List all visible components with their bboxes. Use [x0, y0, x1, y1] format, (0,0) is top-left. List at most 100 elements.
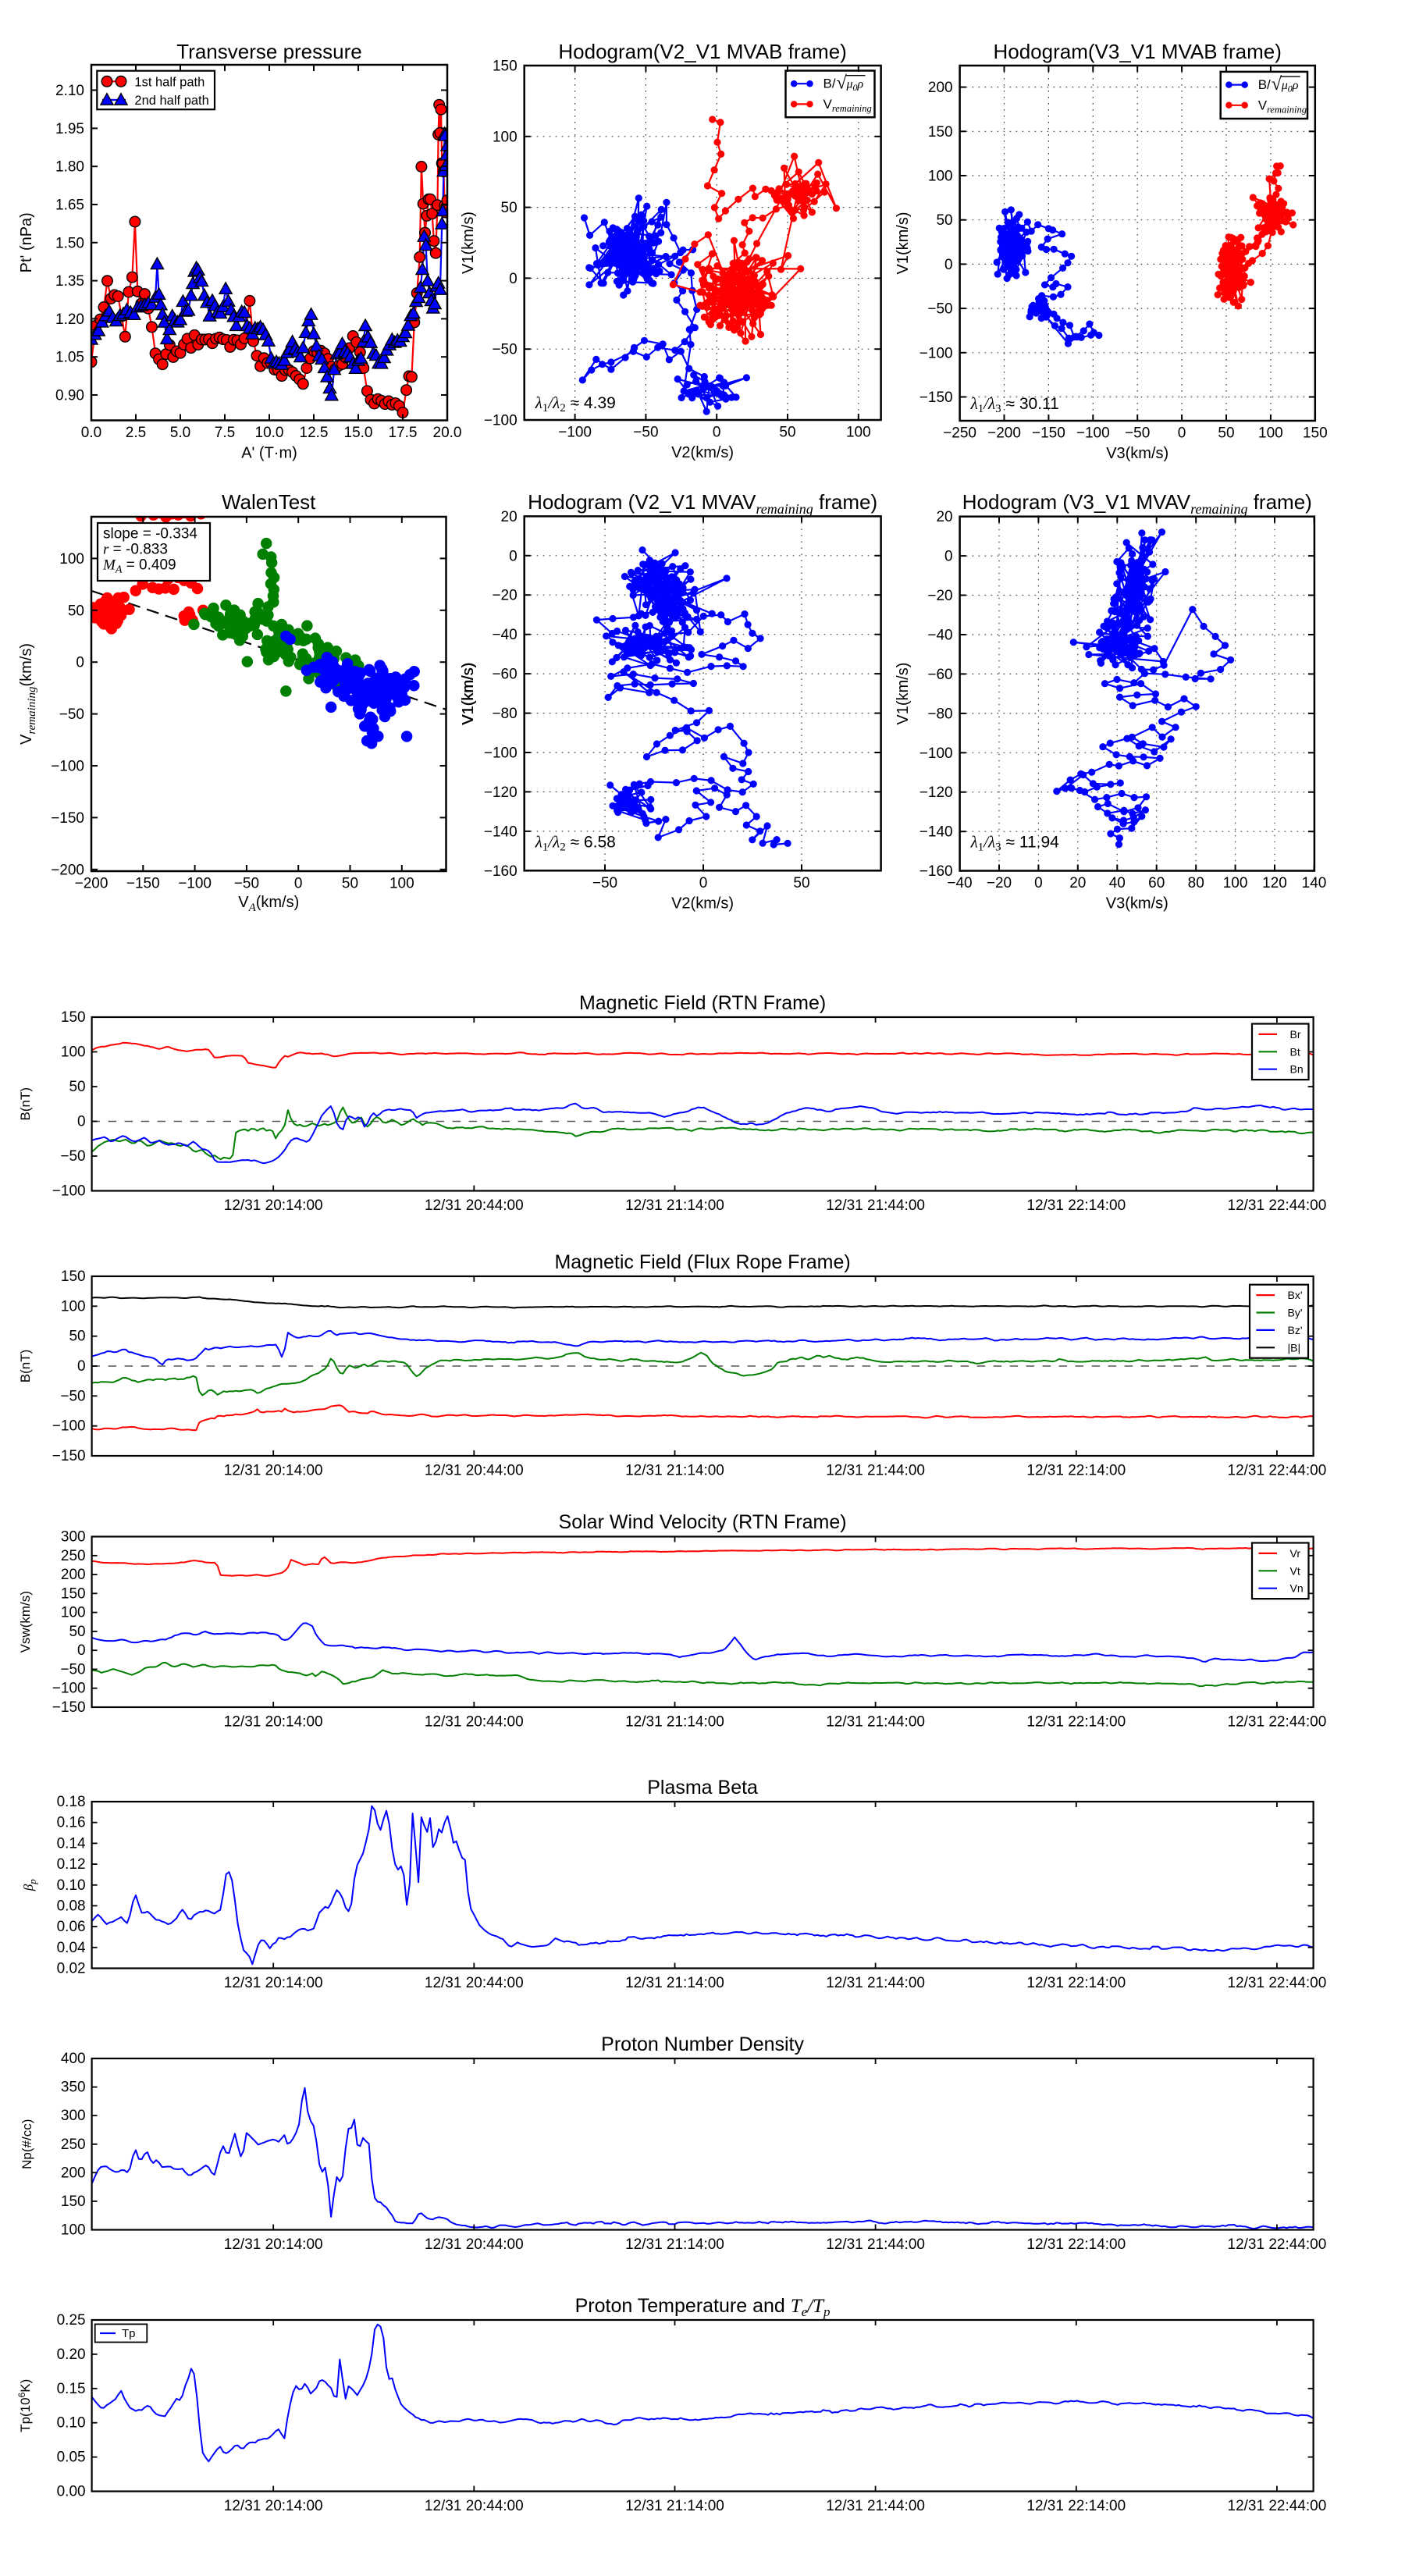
svg-text:0: 0: [1034, 875, 1043, 891]
svg-text:200: 200: [61, 1567, 86, 1583]
svg-text:12/31 21:44:00: 12/31 21:44:00: [826, 1463, 925, 1479]
svg-text:12/31 20:44:00: 12/31 20:44:00: [425, 2236, 524, 2253]
svg-text:Bx': Bx': [1288, 1289, 1303, 1301]
svg-text:12/31 21:44:00: 12/31 21:44:00: [826, 1714, 925, 1731]
svg-text:−200: −200: [987, 425, 1021, 442]
svg-text:400: 400: [61, 2051, 86, 2067]
svg-text:100: 100: [846, 425, 871, 441]
svg-text:−140: −140: [484, 824, 518, 840]
svg-text:50: 50: [68, 603, 84, 619]
svg-text:12/31 22:44:00: 12/31 22:44:00: [1228, 2236, 1327, 2253]
svg-text:150: 150: [61, 2194, 86, 2210]
svg-text:12/31 22:14:00: 12/31 22:14:00: [1026, 1714, 1126, 1731]
svg-text:12/31 22:14:00: 12/31 22:14:00: [1026, 2498, 1126, 2514]
svg-text:150: 150: [61, 1009, 86, 1026]
svg-text:300: 300: [61, 1529, 86, 1546]
svg-text:0.18: 0.18: [57, 1794, 86, 1810]
svg-text:0: 0: [509, 548, 518, 564]
svg-text:12/31 20:44:00: 12/31 20:44:00: [425, 1714, 524, 1731]
svg-text:0.20: 0.20: [57, 2347, 86, 2363]
svg-text:20: 20: [936, 509, 952, 525]
svg-text:−50: −50: [60, 1661, 85, 1678]
svg-text:−100: −100: [52, 1183, 86, 1200]
svg-text:12/31 20:44:00: 12/31 20:44:00: [425, 1197, 524, 1214]
svg-text:0: 0: [76, 655, 84, 671]
svg-text:Proton Temperature and Te/Tp: Proton Temperature and Te/Tp: [575, 2295, 831, 2319]
svg-text:V1(km/s): V1(km/s): [460, 662, 477, 724]
svg-text:−250: −250: [943, 425, 976, 442]
svg-text:0.0: 0.0: [81, 425, 101, 441]
svg-text:12/31 21:44:00: 12/31 21:44:00: [826, 2236, 925, 2253]
svg-text:0: 0: [944, 257, 953, 273]
svg-text:Vn: Vn: [1290, 1582, 1304, 1595]
svg-text:17.5: 17.5: [389, 425, 418, 441]
svg-text:−160: −160: [919, 863, 953, 880]
svg-text:By': By': [1288, 1307, 1303, 1319]
svg-text:−50: −50: [59, 706, 84, 723]
svg-text:12/31 21:44:00: 12/31 21:44:00: [826, 1975, 925, 1991]
svg-text:0.14: 0.14: [57, 1835, 86, 1852]
svg-text:12.5: 12.5: [300, 425, 329, 441]
svg-text:20: 20: [501, 509, 518, 525]
svg-text:0: 0: [1178, 425, 1186, 442]
svg-text:−50: −50: [60, 1148, 85, 1165]
svg-text:50: 50: [69, 1624, 85, 1640]
svg-text:λ1/λ3 ≈ 30.11: λ1/λ3 ≈ 30.11: [970, 394, 1059, 415]
svg-text:Br: Br: [1290, 1028, 1301, 1041]
svg-text:Transverse pressure: Transverse pressure: [176, 40, 361, 63]
svg-text:−100: −100: [484, 745, 518, 762]
svg-text:140: 140: [1302, 875, 1327, 891]
svg-text:0.15: 0.15: [57, 2381, 86, 2397]
svg-text:100: 100: [61, 1298, 86, 1315]
svg-text:12/31 22:14:00: 12/31 22:14:00: [1026, 1975, 1126, 1991]
svg-text:300: 300: [61, 2108, 86, 2124]
svg-text:100: 100: [61, 2222, 86, 2239]
svg-text:100: 100: [1258, 425, 1283, 442]
svg-text:Vr: Vr: [1290, 1547, 1301, 1560]
svg-text:V3(km/s): V3(km/s): [1106, 895, 1168, 913]
svg-text:50: 50: [1218, 425, 1234, 442]
svg-text:0.08: 0.08: [57, 1898, 86, 1914]
svg-text:12/31 21:14:00: 12/31 21:14:00: [625, 1714, 724, 1731]
svg-text:0.02: 0.02: [57, 1961, 86, 1977]
svg-text:0.04: 0.04: [57, 1940, 86, 1956]
svg-text:−150: −150: [52, 1448, 86, 1464]
svg-text:−100: −100: [52, 1418, 86, 1435]
svg-text:WalenTest: WalenTest: [222, 490, 316, 514]
svg-text:Vt: Vt: [1290, 1564, 1300, 1577]
svg-text:12/31 22:44:00: 12/31 22:44:00: [1228, 2498, 1327, 2514]
svg-text:−20: −20: [987, 875, 1012, 891]
svg-text:VA(km/s): VA(km/s): [238, 894, 299, 914]
svg-text:2.5: 2.5: [126, 425, 146, 441]
svg-text:√: √: [1272, 74, 1282, 94]
svg-text:Tp(106K): Tp(106K): [16, 2379, 33, 2432]
svg-text:−160: −160: [484, 863, 518, 880]
svg-text:−50: −50: [492, 342, 517, 358]
svg-text:1.35: 1.35: [55, 273, 84, 290]
svg-text:150: 150: [493, 59, 518, 75]
svg-text:Hodogram (V2_V1 MVAVremaining: Hodogram (V2_V1 MVAVremaining frame): [528, 490, 877, 517]
svg-text:1.05: 1.05: [55, 350, 84, 366]
svg-text:0: 0: [77, 1114, 86, 1130]
svg-text:MA = 0.409: MA = 0.409: [102, 557, 176, 576]
svg-text:50: 50: [501, 200, 518, 216]
svg-text:−100: −100: [919, 345, 953, 361]
svg-text:λ1/λ2 ≈ 4.39: λ1/λ2 ≈ 4.39: [535, 393, 616, 415]
svg-text:50: 50: [342, 876, 358, 892]
svg-text:80: 80: [1188, 875, 1204, 891]
svg-text:Magnetic Field (Flux Rope Fram: Magnetic Field (Flux Rope Frame): [554, 1251, 850, 1273]
svg-text:Bn: Bn: [1290, 1063, 1304, 1076]
svg-text:100: 100: [61, 1605, 86, 1621]
svg-text:0.06: 0.06: [57, 1919, 86, 1935]
svg-text:−40: −40: [927, 628, 952, 644]
svg-text:B/: B/: [1258, 77, 1271, 92]
svg-text:1.50: 1.50: [55, 235, 84, 251]
svg-text:Solar Wind Velocity (RTN Frame: Solar Wind Velocity (RTN Frame): [559, 1511, 847, 1533]
svg-text:0.10: 0.10: [57, 1877, 86, 1894]
svg-text:V1(km/s): V1(km/s): [895, 663, 912, 725]
svg-text:V2(km/s): V2(km/s): [671, 895, 734, 912]
svg-text:−50: −50: [234, 876, 259, 892]
svg-text:−200: −200: [75, 876, 108, 892]
svg-text:100: 100: [928, 169, 953, 185]
svg-text:−80: −80: [492, 706, 517, 722]
